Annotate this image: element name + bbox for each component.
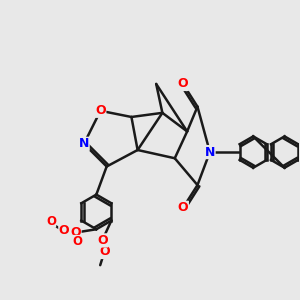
Text: O: O (178, 77, 188, 91)
Text: O: O (70, 226, 81, 239)
Text: O: O (178, 201, 188, 214)
Text: O: O (73, 235, 83, 248)
Text: N: N (79, 137, 89, 150)
Text: O: O (59, 224, 69, 237)
Text: O: O (99, 245, 110, 259)
Text: N: N (205, 146, 215, 159)
Text: O: O (95, 104, 106, 117)
Text: O: O (97, 234, 108, 247)
Text: O: O (46, 214, 56, 227)
